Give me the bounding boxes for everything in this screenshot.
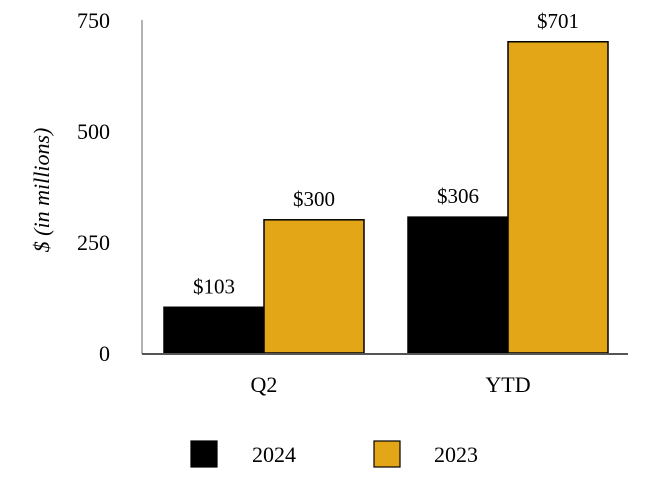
y-tick-label-0: 0	[99, 341, 110, 366]
legend-swatch-2024	[190, 440, 218, 468]
bar-2024-q2	[163, 306, 265, 354]
legend-label-2023: 2023	[434, 442, 478, 467]
labels-layer: $103 $306 $300 $701	[193, 9, 579, 299]
y-tick-label-500: 500	[77, 119, 110, 144]
y-tick-label-250: 250	[77, 230, 110, 255]
legend-label-2024: 2024	[252, 442, 296, 467]
axes-layer: 0 250 500 750 Q2 YTD $ (in millions)	[29, 8, 628, 397]
bar-2024-ytd	[407, 216, 509, 354]
bar-2023-q2	[263, 219, 365, 354]
bar-2023-ytd	[507, 41, 609, 354]
x-tick-label-q2: Q2	[251, 372, 278, 397]
data-label-2024-q2: $103	[193, 274, 235, 298]
bars-layer	[163, 41, 609, 354]
data-label-2023-ytd: $701	[537, 9, 579, 33]
x-tick-label-ytd: YTD	[485, 372, 530, 397]
legend-swatch-2023	[373, 440, 401, 468]
data-label-2024-ytd: $306	[437, 184, 479, 208]
legend: 2024 2023	[190, 440, 478, 468]
data-label-2023-q2: $300	[293, 187, 335, 211]
y-axis-title: $ (in millions)	[29, 128, 54, 253]
y-tick-label-750: 750	[77, 8, 110, 33]
